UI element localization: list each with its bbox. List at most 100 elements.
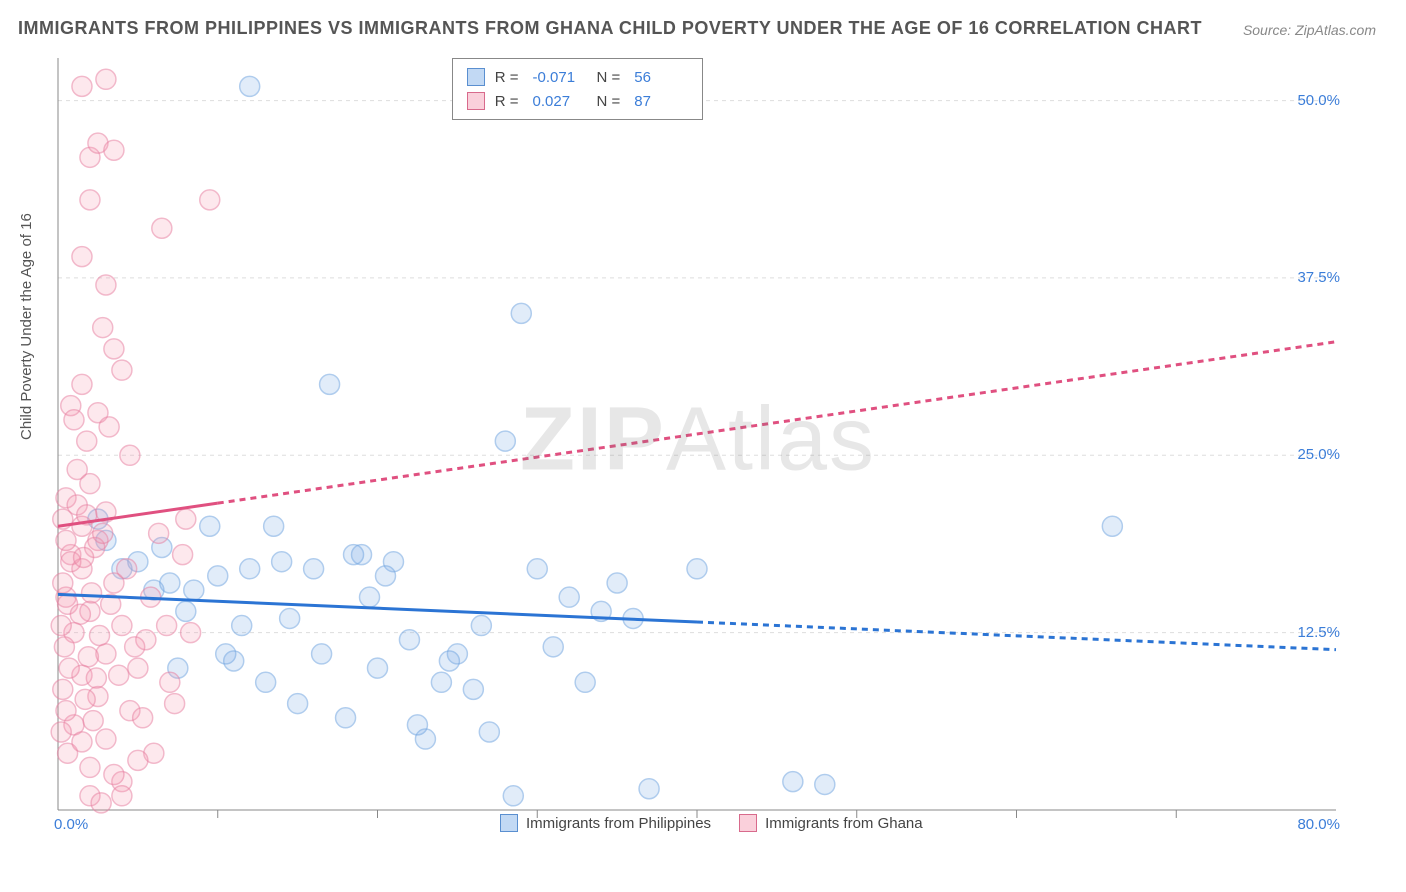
scatter-point (639, 779, 659, 799)
legend-stat-row: R =0.027N =87 (467, 89, 689, 113)
scatter-point (86, 668, 106, 688)
scatter-point (511, 303, 531, 323)
scatter-point (120, 445, 140, 465)
stat-label-n: N = (597, 69, 621, 86)
scatter-point (160, 573, 180, 593)
legend-swatch (739, 814, 757, 832)
scatter-point (280, 608, 300, 628)
scatter-point (399, 630, 419, 650)
scatter-point (543, 637, 563, 657)
scatter-point (495, 431, 515, 451)
scatter-point (112, 360, 132, 380)
scatter-point (375, 566, 395, 586)
series-legend: Immigrants from Philippines Immigrants fr… (500, 814, 923, 832)
scatter-point (272, 552, 292, 572)
scatter-point (815, 774, 835, 794)
scatter-point (80, 190, 100, 210)
correlation-legend: R =-0.071N =56R =0.027N =87 (452, 58, 704, 120)
scatter-point (559, 587, 579, 607)
scatter-point (72, 76, 92, 96)
scatter-point (96, 644, 116, 664)
scatter-point (344, 545, 364, 565)
scatter-point (91, 793, 111, 813)
scatter-point (104, 140, 124, 160)
scatter-point (64, 410, 84, 430)
scatter-point (75, 689, 95, 709)
page-title: IMMIGRANTS FROM PHILIPPINES VS IMMIGRANT… (18, 18, 1202, 39)
scatter-point (133, 708, 153, 728)
scatter-point (53, 679, 73, 699)
scatter-point (176, 601, 196, 621)
scatter-point (687, 559, 707, 579)
scatter-point (157, 616, 177, 636)
legend-item: Immigrants from Philippines (500, 814, 711, 832)
scatter-point (96, 275, 116, 295)
scatter-point (90, 625, 110, 645)
scatter-point (72, 247, 92, 267)
scatter-point (200, 190, 220, 210)
stat-value-r: -0.071 (533, 69, 587, 86)
scatter-point (96, 69, 116, 89)
legend-stat-row: R =-0.071N =56 (467, 65, 689, 89)
scatter-point (128, 750, 148, 770)
scatter-point (407, 715, 427, 735)
scatter-point (607, 573, 627, 593)
scatter-point (232, 616, 252, 636)
scatter-point (312, 644, 332, 664)
scatter-point (575, 672, 595, 692)
scatter-point (240, 76, 260, 96)
scatter-point (51, 722, 71, 742)
scatter-point (72, 374, 92, 394)
scatter-point (431, 672, 451, 692)
scatter-point (503, 786, 523, 806)
scatter-point (83, 711, 103, 731)
scatter-point (80, 474, 100, 494)
scatter-point (78, 647, 98, 667)
scatter-point (176, 509, 196, 529)
legend-swatch (467, 68, 485, 86)
scatter-point (117, 559, 137, 579)
legend-swatch (467, 92, 485, 110)
stat-value-r: 0.027 (533, 93, 587, 110)
scatter-point (112, 616, 132, 636)
scatter-point (104, 339, 124, 359)
scatter-point (200, 516, 220, 536)
y-tick-label: 50.0% (1297, 92, 1340, 109)
scatter-point (240, 559, 260, 579)
y-tick-label: 12.5% (1297, 624, 1340, 641)
scatter-point (173, 545, 193, 565)
scatter-point (160, 672, 180, 692)
scatter-point (471, 616, 491, 636)
y-axis-label: Child Poverty Under the Age of 16 (18, 213, 35, 440)
scatter-point (304, 559, 324, 579)
scatter-point (56, 530, 76, 550)
y-tick-label: 25.0% (1297, 446, 1340, 463)
legend-swatch (500, 814, 518, 832)
scatter-point (184, 580, 204, 600)
stat-label-n: N = (597, 93, 621, 110)
scatter-point (128, 658, 148, 678)
scatter-point (109, 665, 129, 685)
scatter-point (70, 604, 90, 624)
x-tick-label: 80.0% (1297, 816, 1340, 833)
stat-label-r: R = (495, 93, 519, 110)
scatter-point (112, 786, 132, 806)
scatter-point (56, 701, 76, 721)
scatter-point (320, 374, 340, 394)
scatter-point (152, 218, 172, 238)
stat-label-r: R = (495, 69, 519, 86)
scatter-point (360, 587, 380, 607)
scatter-point (51, 616, 71, 636)
scatter-point (1102, 516, 1122, 536)
scatter-point (264, 516, 284, 536)
scatter-point (256, 672, 276, 692)
legend-item: Immigrants from Ghana (739, 814, 923, 832)
scatter-point (77, 431, 97, 451)
scatter-point (216, 644, 236, 664)
scatter-point (80, 757, 100, 777)
scatter-point (125, 637, 145, 657)
legend-label: Immigrants from Ghana (765, 815, 923, 832)
scatter-point (181, 623, 201, 643)
scatter-point (104, 765, 124, 785)
scatter-point (53, 573, 73, 593)
